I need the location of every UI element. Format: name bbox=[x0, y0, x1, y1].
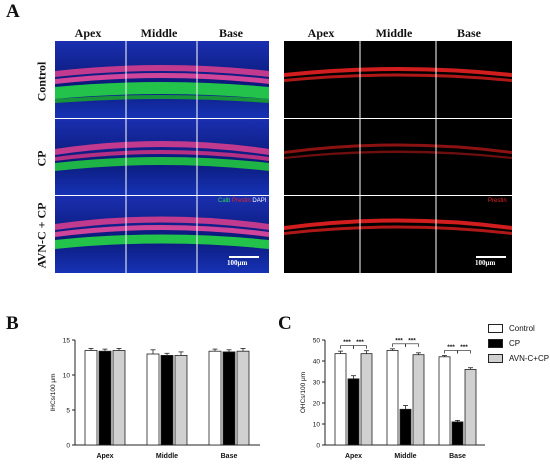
bar bbox=[236, 350, 250, 446]
ihc-bar-chart: 0 5 10 15 IHCs/100 μm Apex Middle Base bbox=[50, 338, 260, 460]
bar bbox=[399, 408, 412, 446]
col-label-base-left: Base bbox=[219, 26, 243, 40]
col-label-middle-right: Middle bbox=[375, 26, 413, 40]
merged-micrograph-grid: Calb Prestin DAPI 100μm bbox=[55, 41, 269, 273]
chart-legend: Control CP AVN-C+CP bbox=[488, 321, 549, 366]
bar bbox=[451, 421, 464, 446]
legend-swatch-cp bbox=[488, 339, 503, 348]
merged-row-avnc bbox=[55, 196, 269, 273]
x-tick-label: Base bbox=[449, 453, 466, 460]
legend-label-cp: CP bbox=[509, 339, 521, 348]
significance-bracket bbox=[457, 350, 471, 354]
bar bbox=[438, 356, 451, 446]
scale-bar-label-left: 100μm bbox=[227, 259, 248, 267]
significance-label: *** bbox=[395, 337, 403, 344]
col-label-middle-left: Middle bbox=[140, 26, 178, 40]
significance-label: *** bbox=[408, 337, 416, 344]
merge-legend-dapi: DAPI bbox=[252, 198, 267, 204]
bar bbox=[160, 354, 174, 446]
bar bbox=[98, 350, 112, 446]
col-label-base-right: Base bbox=[457, 26, 481, 40]
row-label-cp: CP bbox=[34, 150, 49, 167]
col-label-apex-right: Apex bbox=[307, 26, 335, 40]
panel-a-letter: A bbox=[6, 1, 20, 22]
bar bbox=[222, 351, 236, 446]
y-axis-label: IHCs/100 μm bbox=[50, 373, 57, 411]
bar bbox=[386, 350, 399, 446]
legend-item-cp: CP bbox=[488, 336, 549, 351]
x-tick-label: Apex bbox=[345, 453, 362, 460]
col-label-apex-left: Apex bbox=[74, 26, 102, 40]
x-tick-label: Middle bbox=[394, 453, 416, 460]
bar bbox=[464, 369, 477, 446]
panel-b-letter: B bbox=[6, 313, 19, 334]
merge-legend: Calb Prestin DAPI bbox=[218, 198, 266, 204]
y-tick-label: 50 bbox=[313, 338, 321, 345]
bar bbox=[146, 353, 160, 446]
significance-bracket bbox=[353, 345, 367, 349]
y-tick-label: 10 bbox=[313, 422, 321, 429]
legend-swatch-avnc bbox=[488, 354, 503, 363]
y-tick-label: 15 bbox=[63, 338, 71, 345]
significance-label: *** bbox=[343, 339, 351, 346]
bar bbox=[208, 350, 222, 446]
legend-label-avnc: AVN-C+CP bbox=[509, 354, 550, 363]
y-tick-label: 40 bbox=[313, 359, 321, 366]
merge-legend-prestin: Prestin bbox=[232, 198, 251, 204]
legend-swatch-control bbox=[488, 324, 503, 333]
y-tick-label: 5 bbox=[66, 408, 70, 415]
prestin-micrograph-grid: Prestin 100μm bbox=[284, 41, 512, 273]
legend-item-avnc: AVN-C+CP bbox=[488, 351, 549, 366]
y-tick-label: 0 bbox=[66, 443, 70, 450]
y-tick-label: 0 bbox=[316, 443, 320, 450]
x-tick-label: Apex bbox=[96, 453, 113, 460]
legend-item-control: Control bbox=[488, 321, 549, 336]
bar bbox=[347, 378, 360, 446]
row-label-control: Control bbox=[34, 61, 49, 102]
merged-row-cp bbox=[55, 119, 269, 195]
merge-legend-calb: Calb bbox=[218, 198, 231, 204]
bar bbox=[334, 353, 347, 446]
bar bbox=[84, 350, 98, 446]
y-axis-label: OHCs/100 μm bbox=[300, 372, 307, 413]
merged-row-control bbox=[55, 41, 269, 118]
bar bbox=[112, 350, 126, 446]
panel-c-letter: C bbox=[278, 313, 292, 334]
y-tick-label: 20 bbox=[313, 401, 321, 408]
bar bbox=[412, 354, 425, 446]
bar bbox=[174, 354, 188, 446]
ohc-bar-chart: 0 10 20 30 40 50 OHCs/100 μm Apex Middle Base *** *… bbox=[300, 337, 485, 460]
y-tick-label: 30 bbox=[313, 380, 321, 387]
significance-label: *** bbox=[356, 339, 364, 346]
x-tick-label: Middle bbox=[156, 453, 178, 460]
scale-bar-label-right: 100μm bbox=[475, 259, 496, 267]
significance-label: *** bbox=[447, 344, 455, 351]
x-tick-label: Base bbox=[221, 453, 238, 460]
prestin-label: Prestin bbox=[488, 198, 507, 204]
y-tick-label: 10 bbox=[63, 373, 71, 380]
significance-label: *** bbox=[460, 344, 468, 351]
prestin-micrograph-art bbox=[284, 41, 512, 273]
significance-bracket bbox=[405, 343, 419, 347]
row-label-avnc-cp: AVN-C + CP bbox=[34, 202, 49, 269]
bar bbox=[360, 353, 373, 446]
merged-micrograph-art bbox=[55, 41, 269, 273]
legend-label-control: Control bbox=[509, 324, 535, 333]
